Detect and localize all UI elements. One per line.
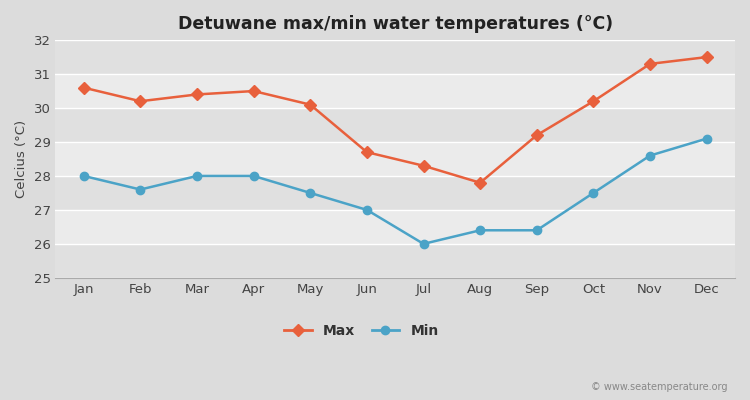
Min xyxy=(532,228,542,233)
Min xyxy=(419,242,428,246)
Legend: Max, Min: Max, Min xyxy=(278,318,444,343)
Max xyxy=(419,163,428,168)
Max xyxy=(249,89,258,94)
Max xyxy=(476,180,484,185)
Max xyxy=(306,102,315,107)
Line: Min: Min xyxy=(80,134,711,248)
Min xyxy=(646,153,655,158)
Bar xyxy=(56,108,735,142)
Bar xyxy=(56,142,735,176)
Min xyxy=(136,187,145,192)
Max xyxy=(646,62,655,66)
Bar xyxy=(56,176,735,210)
Bar xyxy=(56,74,735,108)
Max xyxy=(362,150,371,154)
Min xyxy=(80,174,88,178)
Max xyxy=(136,99,145,104)
Bar xyxy=(56,40,735,74)
Title: Detuwane max/min water temperatures (°C): Detuwane max/min water temperatures (°C) xyxy=(178,15,613,33)
Min xyxy=(193,174,202,178)
Line: Max: Max xyxy=(80,53,711,187)
Min xyxy=(702,136,711,141)
Max xyxy=(702,55,711,60)
Max xyxy=(80,85,88,90)
Min xyxy=(306,190,315,195)
Min xyxy=(476,228,484,233)
Text: © www.seatemperature.org: © www.seatemperature.org xyxy=(591,382,728,392)
Max xyxy=(532,133,542,138)
Max xyxy=(589,99,598,104)
Bar xyxy=(56,244,735,278)
Y-axis label: Celcius (°C): Celcius (°C) xyxy=(15,120,28,198)
Min xyxy=(362,208,371,212)
Min xyxy=(589,190,598,195)
Min xyxy=(249,174,258,178)
Max xyxy=(193,92,202,97)
Bar xyxy=(56,210,735,244)
